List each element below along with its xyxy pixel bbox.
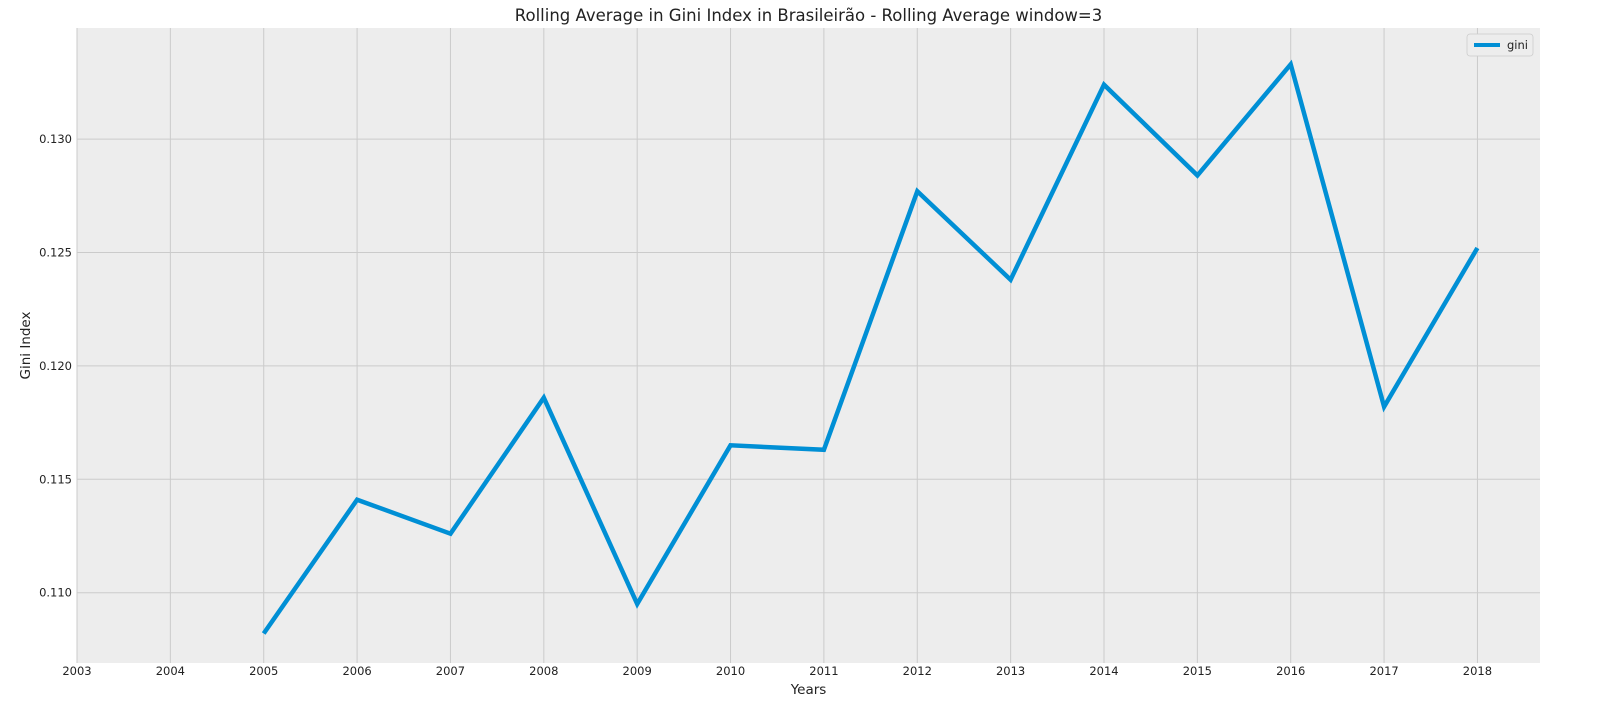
x-tick-label: 2004 (156, 664, 185, 678)
legend-label-gini: gini (1507, 38, 1528, 52)
series-layer (261, 59, 1480, 635)
tick-labels: 2003 2004 2005 2006 2007 2008 2009 2010 2011 2012… (39, 132, 1492, 678)
x-tick-label: 2006 (342, 664, 371, 678)
x-tick-label: 2013 (996, 664, 1025, 678)
x-tick-label: 2015 (1183, 664, 1212, 678)
x-tick-label: 2005 (249, 664, 278, 678)
x-tick-label: 2009 (623, 664, 652, 678)
x-tick-label: 2011 (809, 664, 838, 678)
y-tick-label: 0.125 (39, 246, 72, 260)
grid-lines (76, 28, 1540, 663)
chart-title: Rolling Average in Gini Index in Brasile… (515, 6, 1102, 25)
y-tick-label: 0.120 (39, 359, 72, 373)
x-tick-label: 2017 (1369, 664, 1398, 678)
y-tick-label: 0.130 (39, 132, 72, 146)
x-tick-label: 2003 (62, 664, 91, 678)
plot-area (77, 28, 1540, 663)
x-axis-label: Years (790, 682, 827, 698)
x-tick-label: 2016 (1276, 664, 1305, 678)
legend: gini (1466, 33, 1534, 57)
series-line-gini (261, 59, 1480, 635)
y-tick-label: 0.115 (39, 472, 72, 486)
y-axis-label: Gini Index (18, 312, 34, 380)
x-tick-label: 2008 (529, 664, 558, 678)
x-tick-label: 2007 (436, 664, 465, 678)
x-tick-label: 2012 (903, 664, 932, 678)
y-tick-label: 0.110 (39, 586, 72, 600)
x-tick-label: 2014 (1089, 664, 1118, 678)
x-tick-label: 2018 (1463, 664, 1492, 678)
x-tick-label: 2010 (716, 664, 745, 678)
